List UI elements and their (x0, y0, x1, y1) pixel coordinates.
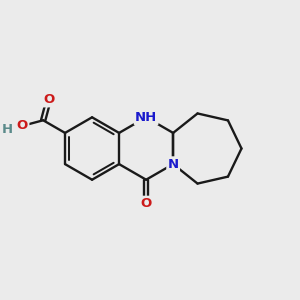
Text: O: O (43, 93, 54, 106)
Text: NH: NH (135, 111, 157, 124)
Text: N: N (168, 158, 179, 171)
Text: H: H (2, 123, 13, 136)
Text: O: O (17, 119, 28, 132)
Text: O: O (140, 197, 152, 210)
